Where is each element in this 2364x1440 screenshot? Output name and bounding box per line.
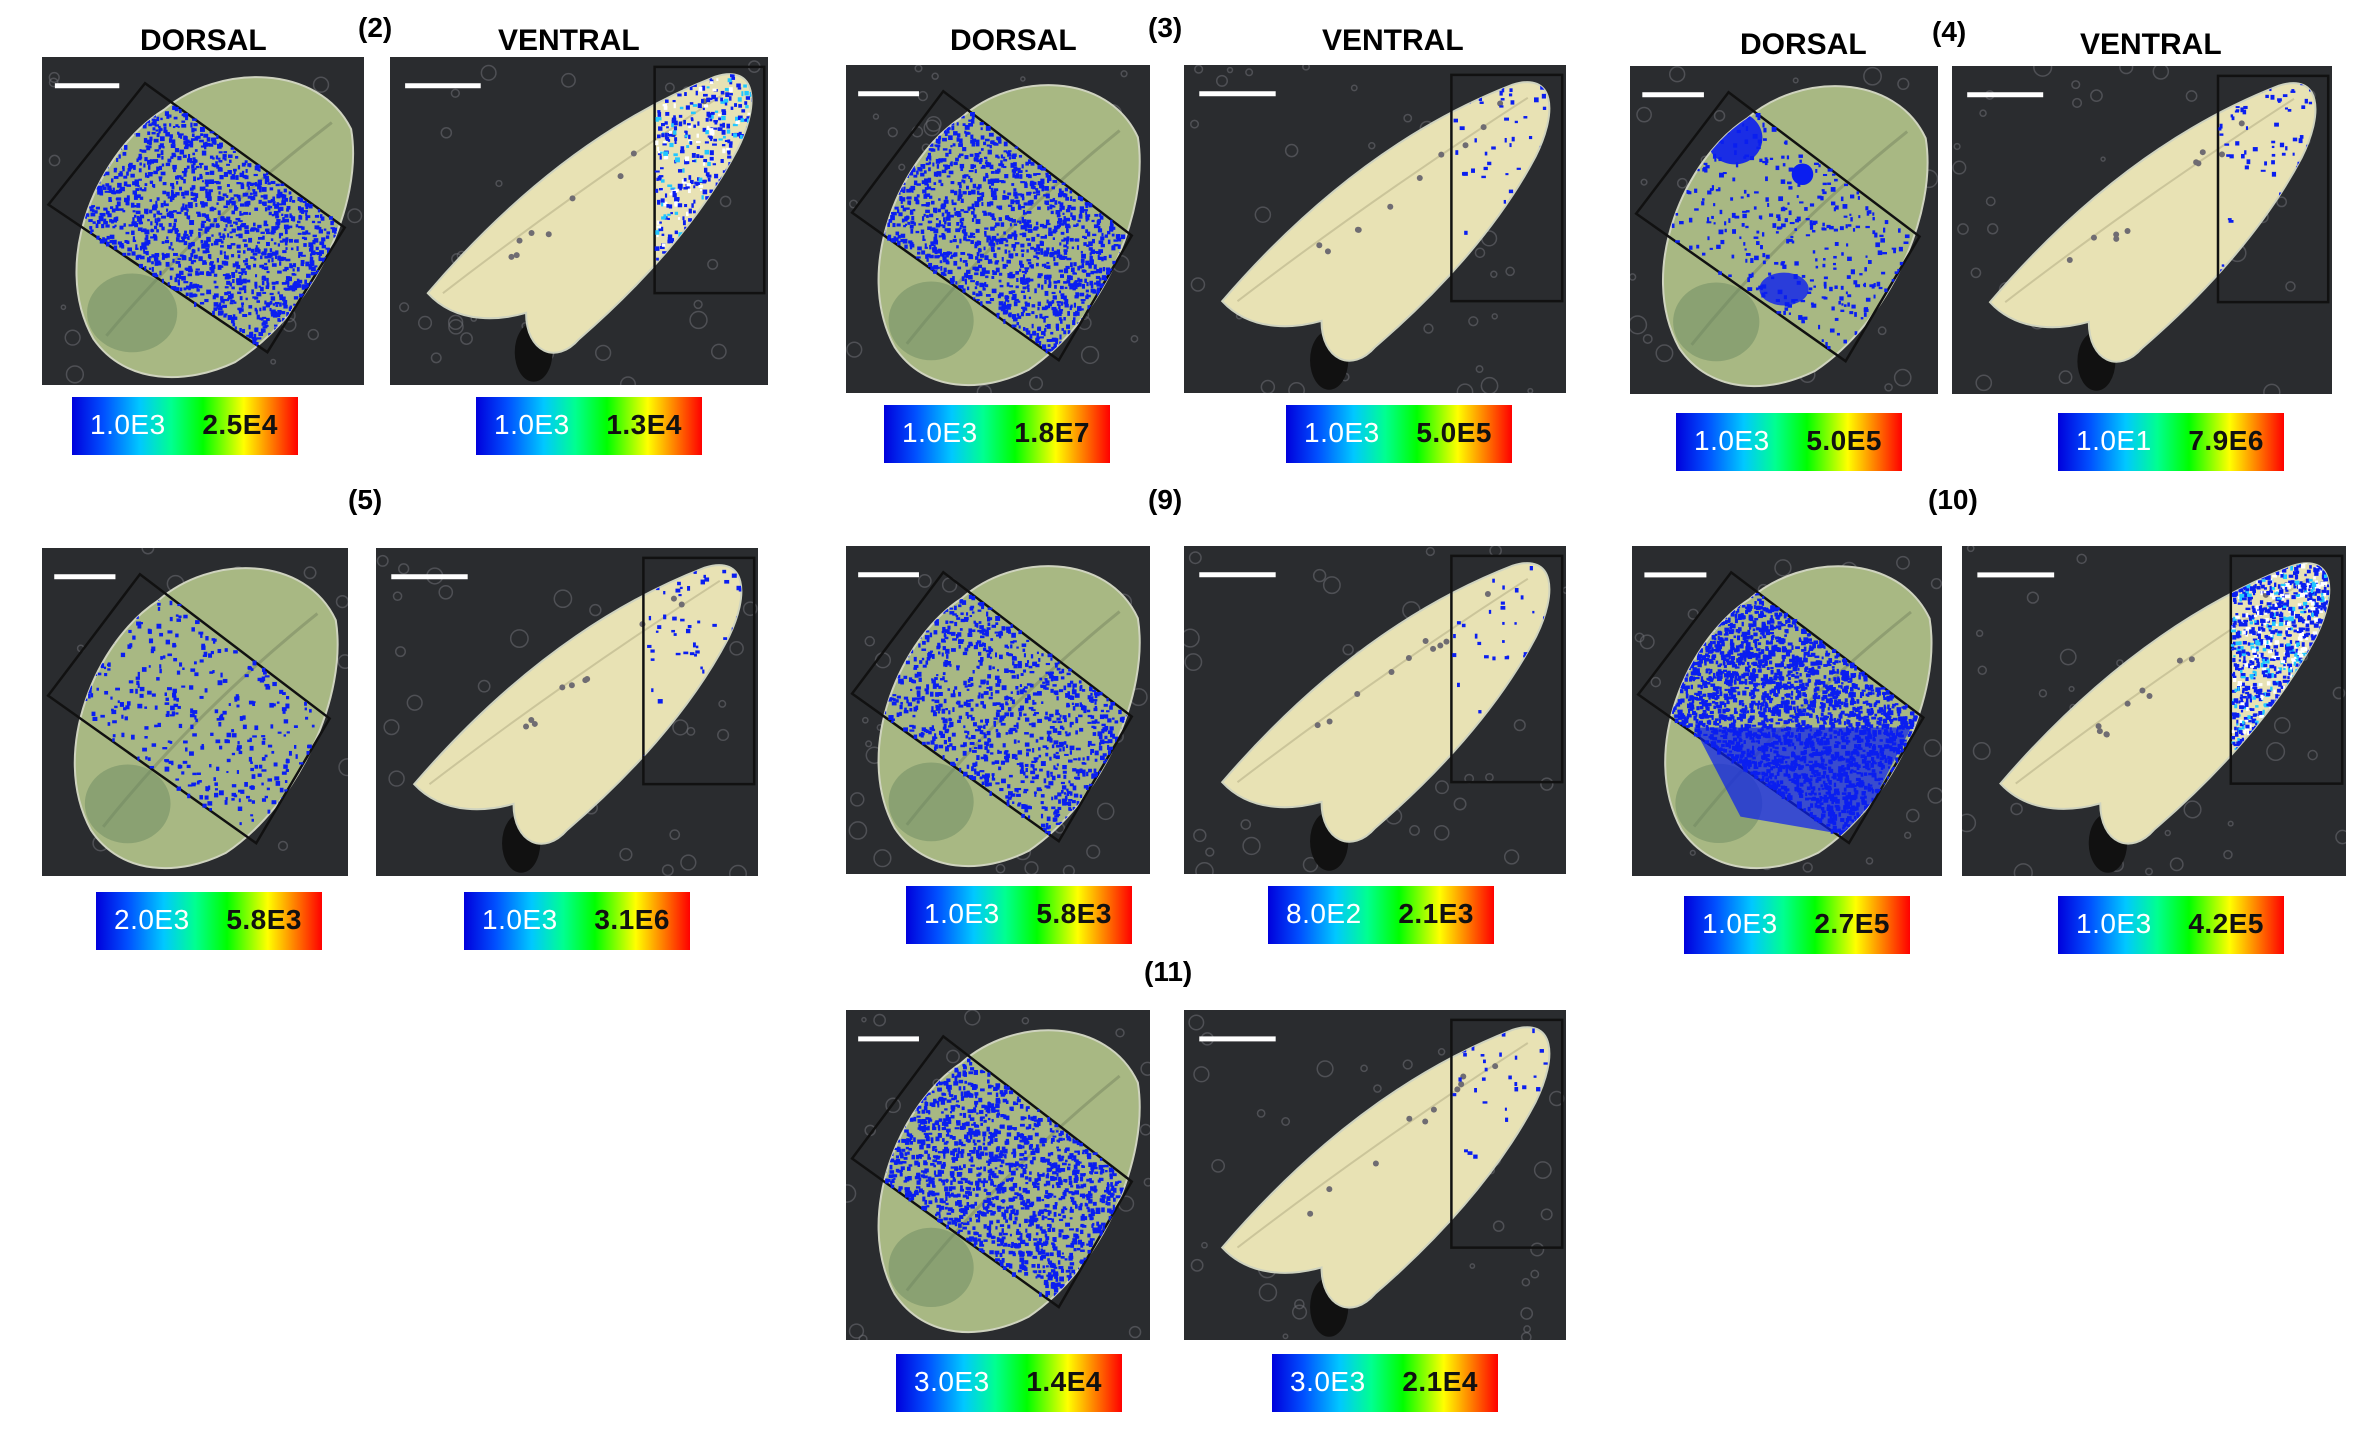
ventral-colorbar-4: 1.0E1 7.9E6 <box>2058 413 2284 471</box>
dorsal-image-5 <box>42 548 348 876</box>
colorbar-min: 1.0E1 <box>2076 425 2152 456</box>
colorbar-max: 2.1E3 <box>1398 898 1474 929</box>
dorsal-image-11 <box>846 1010 1150 1340</box>
group-label-5: (5) <box>348 484 383 515</box>
colorbar-max: 4.2E5 <box>2188 908 2264 939</box>
ventral-image-9 <box>1184 546 1566 874</box>
group-label-2: (2) <box>358 12 393 43</box>
group-label-10: (10) <box>1928 484 1978 515</box>
colorbar-min: 1.0E3 <box>902 417 978 448</box>
ventral-header-4: VENTRAL <box>2080 28 2222 61</box>
colorbar-min: 1.0E3 <box>494 409 570 440</box>
dorsal-header-3: DORSAL <box>950 24 1077 57</box>
ventral-image-2 <box>390 57 768 385</box>
dorsal-colorbar-2: 1.0E3 2.5E4 <box>72 397 298 455</box>
colorbar-min: 1.0E3 <box>90 409 166 440</box>
group-label-9: (9) <box>1148 484 1183 515</box>
dorsal-colorbar-4: 1.0E3 5.0E5 <box>1676 413 1902 471</box>
colorbar-min: 1.0E3 <box>2076 908 2152 939</box>
ventral-image-4 <box>1952 66 2332 394</box>
colorbar-max: 2.5E4 <box>202 409 278 440</box>
dorsal-header-2: DORSAL <box>140 24 267 57</box>
ventral-colorbar-11: 3.0E3 2.1E4 <box>1272 1354 1498 1412</box>
colorbar-max: 7.9E6 <box>2188 425 2264 456</box>
ventral-header-2: VENTRAL <box>498 24 640 57</box>
colorbar-max: 5.8E3 <box>1036 898 1112 929</box>
ventral-image-10 <box>1962 546 2346 876</box>
group-label-4: (4) <box>1932 16 1967 47</box>
colorbar-max: 1.8E7 <box>1014 417 1090 448</box>
ventral-colorbar-3: 1.0E3 5.0E5 <box>1286 405 1512 463</box>
dorsal-colorbar-9: 1.0E3 5.8E3 <box>906 886 1132 944</box>
dorsal-colorbar-3: 1.0E3 1.8E7 <box>884 405 1110 463</box>
colorbar-min: 1.0E3 <box>1694 425 1770 456</box>
colorbar-min: 2.0E3 <box>114 904 190 935</box>
dorsal-image-3 <box>846 65 1150 393</box>
colorbar-min: 1.0E3 <box>482 904 558 935</box>
colorbar-min: 1.0E3 <box>924 898 1000 929</box>
dorsal-image-9 <box>846 546 1150 874</box>
colorbar-min: 1.0E3 <box>1702 908 1778 939</box>
dorsal-colorbar-10: 1.0E3 2.7E5 <box>1684 896 1910 954</box>
ventral-image-11 <box>1184 1010 1566 1340</box>
ventral-image-3 <box>1184 65 1566 393</box>
group-label-3: (3) <box>1148 12 1183 43</box>
dorsal-image-4 <box>1630 66 1938 394</box>
colorbar-max: 5.0E5 <box>1416 417 1492 448</box>
colorbar-min: 3.0E3 <box>1290 1366 1366 1397</box>
ventral-header-3: VENTRAL <box>1322 24 1464 57</box>
ventral-colorbar-10: 1.0E3 4.2E5 <box>2058 896 2284 954</box>
colorbar-max: 3.1E6 <box>594 904 670 935</box>
colorbar-min: 3.0E3 <box>914 1366 990 1397</box>
ventral-image-5 <box>376 548 758 876</box>
colorbar-min: 8.0E2 <box>1286 898 1362 929</box>
colorbar-min: 1.0E3 <box>1304 417 1380 448</box>
colorbar-max: 1.3E4 <box>606 409 682 440</box>
ventral-colorbar-5: 1.0E3 3.1E6 <box>464 892 690 950</box>
ventral-colorbar-9: 8.0E2 2.1E3 <box>1268 886 1494 944</box>
colorbar-max: 5.0E5 <box>1806 425 1882 456</box>
dorsal-image-10 <box>1632 546 1942 876</box>
group-label-11: (11) <box>1144 956 1193 987</box>
dorsal-colorbar-11: 3.0E3 1.4E4 <box>896 1354 1122 1412</box>
dorsal-header-4: DORSAL <box>1740 28 1867 61</box>
ventral-colorbar-2: 1.0E3 1.3E4 <box>476 397 702 455</box>
colorbar-max: 2.1E4 <box>1402 1366 1478 1397</box>
colorbar-max: 5.8E3 <box>226 904 302 935</box>
dorsal-image-2 <box>42 57 364 385</box>
colorbar-max: 2.7E5 <box>1814 908 1890 939</box>
colorbar-max: 1.4E4 <box>1026 1366 1102 1397</box>
dorsal-colorbar-5: 2.0E3 5.8E3 <box>96 892 322 950</box>
